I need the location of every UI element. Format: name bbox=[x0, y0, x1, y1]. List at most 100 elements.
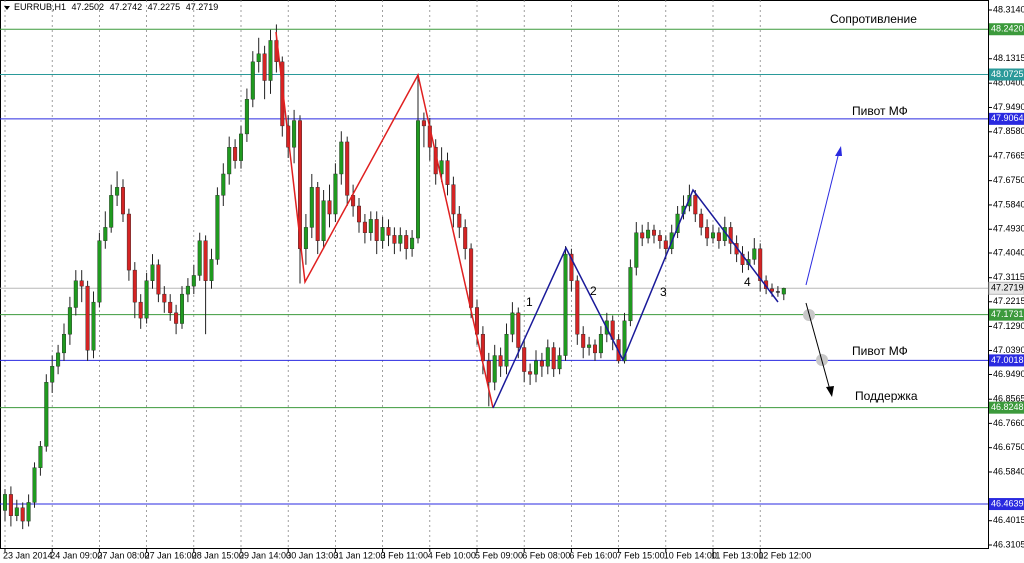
y-tick-label: 46.3105 bbox=[993, 539, 1024, 549]
header-open: 47.2502 bbox=[72, 2, 105, 12]
current-price-label: 47.2719 bbox=[991, 283, 1024, 293]
y-tick-label: 47.0390 bbox=[993, 345, 1024, 355]
x-tick-label: 27 Jan 16:00 bbox=[145, 550, 197, 560]
x-tick-label: 7 Feb 15:00 bbox=[617, 550, 665, 560]
y-tick-label: 46.4015 bbox=[993, 515, 1024, 525]
candle-body bbox=[238, 133, 243, 161]
level-box bbox=[989, 23, 1024, 36]
candle-body bbox=[120, 187, 125, 215]
x-tick-label: 24 Jan 09:00 bbox=[50, 550, 102, 560]
menu-triangle[interactable] bbox=[4, 6, 10, 10]
candle-body bbox=[652, 229, 657, 236]
candle-body bbox=[79, 280, 84, 287]
candle-body bbox=[504, 333, 509, 367]
candle-body bbox=[563, 253, 568, 356]
candle-body bbox=[368, 219, 373, 233]
candle-body bbox=[410, 237, 415, 249]
y-tick-label: 48.1315 bbox=[993, 53, 1024, 63]
level-box bbox=[989, 112, 1024, 125]
candle-body bbox=[581, 333, 586, 348]
candle-body bbox=[221, 173, 226, 196]
candle-body bbox=[8, 494, 13, 516]
current-price-box bbox=[988, 281, 1024, 295]
candle-body bbox=[67, 307, 72, 335]
candle-body bbox=[262, 53, 267, 81]
candle-body bbox=[345, 141, 350, 196]
y-tick-label: 46.8565 bbox=[993, 394, 1024, 404]
candle-body bbox=[640, 232, 645, 239]
annotation: Сопротивление bbox=[830, 12, 917, 26]
candle-body bbox=[545, 347, 550, 367]
candle-body bbox=[705, 227, 710, 239]
arrow-head bbox=[826, 386, 834, 397]
candle-body bbox=[516, 312, 521, 348]
candle-body bbox=[534, 360, 539, 375]
chart-header: EURRUB,H1 47.2502 47.2742 47.2275 47.271… bbox=[14, 2, 218, 12]
candle-body bbox=[380, 227, 385, 241]
candle-body bbox=[174, 312, 179, 324]
candle-body bbox=[469, 248, 474, 308]
candle-body bbox=[44, 382, 49, 447]
candle-body bbox=[439, 160, 444, 175]
zigzag-blue bbox=[492, 188, 779, 409]
candle-body bbox=[156, 264, 161, 295]
y-tick-label: 48.0400 bbox=[993, 78, 1024, 88]
candle-body bbox=[463, 227, 468, 249]
candle-body bbox=[209, 259, 214, 281]
candle-body bbox=[398, 235, 403, 244]
candle-body bbox=[191, 275, 196, 287]
candle-body bbox=[557, 355, 562, 370]
candle-body bbox=[445, 160, 450, 185]
candle-body bbox=[138, 301, 143, 319]
candle-body bbox=[91, 301, 96, 351]
candle-body bbox=[50, 366, 55, 383]
level-label: 46.4639 bbox=[991, 498, 1024, 508]
candle-body bbox=[587, 344, 592, 348]
candle-body bbox=[492, 355, 497, 383]
candle-body bbox=[551, 347, 556, 370]
candle-body bbox=[486, 360, 491, 383]
candle-body bbox=[115, 187, 120, 196]
level-label: 46.8248 bbox=[991, 402, 1024, 412]
candle-body bbox=[628, 267, 633, 322]
level-layer bbox=[0, 28, 988, 505]
grid-layer bbox=[4, 0, 761, 548]
candle-body bbox=[268, 40, 273, 81]
x-tick-label: 31 Jan 12:00 bbox=[333, 550, 385, 560]
candle-body bbox=[634, 232, 639, 268]
candle-body bbox=[451, 184, 456, 215]
wave-label: 3 bbox=[660, 285, 667, 299]
candle-body bbox=[144, 280, 149, 319]
candle-body bbox=[657, 235, 662, 241]
candle-body bbox=[404, 235, 409, 249]
annotation: Пивот МФ bbox=[852, 344, 908, 358]
candle-body bbox=[132, 269, 137, 303]
candle-body bbox=[693, 195, 698, 215]
candle-body bbox=[646, 229, 651, 239]
arrow-up bbox=[805, 151, 840, 286]
candle-body bbox=[321, 200, 326, 241]
y-tick-label: 47.4930 bbox=[993, 224, 1024, 234]
wave-label: 2 bbox=[590, 284, 597, 298]
candle-body bbox=[539, 360, 544, 367]
y-tick-label: 47.9490 bbox=[993, 102, 1024, 112]
candle-body bbox=[109, 195, 114, 228]
candle-body bbox=[298, 120, 303, 249]
x-tick-label: 23 Jan 2014 bbox=[3, 550, 53, 560]
candle-body bbox=[197, 240, 202, 276]
candle-body bbox=[20, 507, 25, 522]
candle-body bbox=[168, 301, 173, 314]
level-label: 47.0018 bbox=[991, 355, 1024, 365]
candle-body bbox=[126, 213, 131, 271]
annotation: Пивот МФ bbox=[852, 104, 908, 118]
candle-body bbox=[770, 288, 775, 292]
arrow-head bbox=[835, 146, 842, 156]
x-tick-label: 30 Jan 13:00 bbox=[286, 550, 338, 560]
wave-label: 4 bbox=[744, 275, 751, 289]
candle-body bbox=[62, 333, 67, 354]
candle-body bbox=[3, 494, 7, 511]
candle-body bbox=[598, 333, 603, 354]
candle-body bbox=[416, 120, 421, 239]
candle-body bbox=[781, 288, 786, 295]
